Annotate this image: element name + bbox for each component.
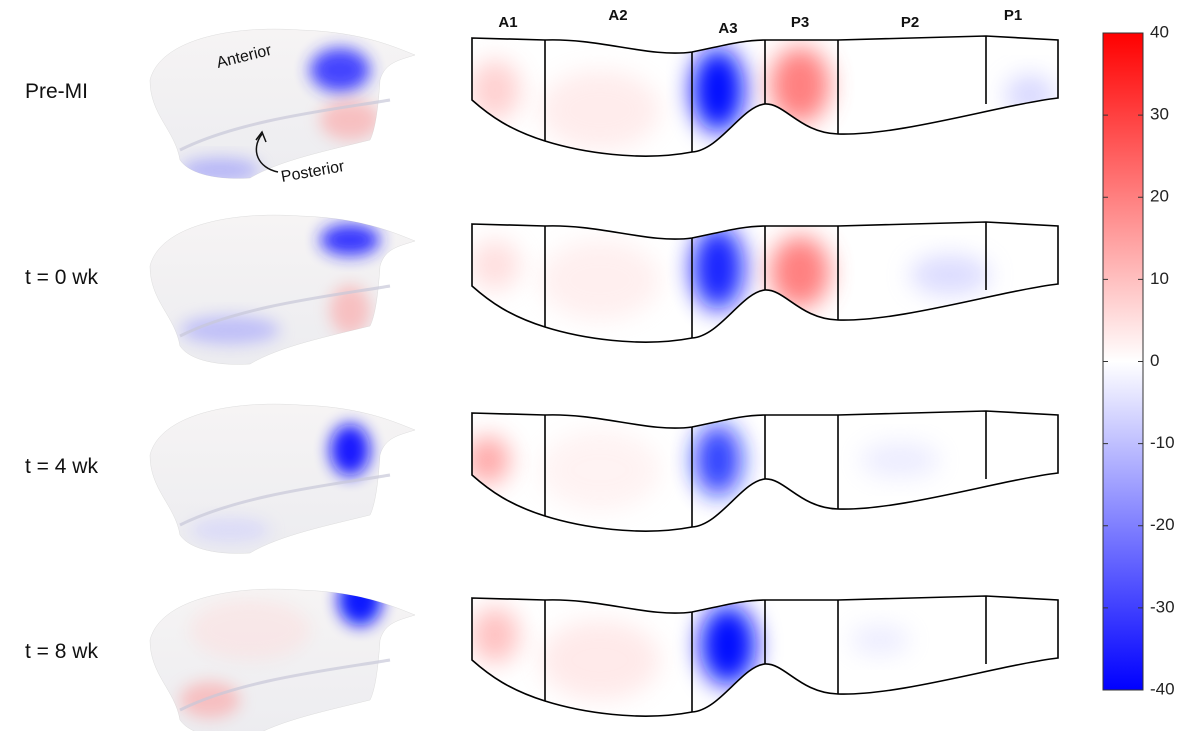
tick-label: -10: [1150, 433, 1175, 452]
color-patch: [470, 60, 520, 120]
color-patch: [860, 442, 940, 478]
segment-label: P3: [791, 14, 809, 31]
flattened-maps: [466, 36, 1058, 716]
tick-label: 40: [1150, 22, 1169, 41]
color-patch: [470, 240, 520, 290]
color-patch: [694, 424, 742, 496]
color-patch: [910, 255, 990, 295]
segment-label: A3: [718, 20, 737, 37]
color-patch: [1005, 75, 1055, 115]
color-patch: [692, 226, 744, 310]
tick-label: 20: [1150, 187, 1169, 206]
tick-label: -40: [1150, 679, 1175, 698]
tick-label: 30: [1150, 105, 1169, 124]
tick-label: 10: [1150, 269, 1169, 288]
colorbar: 40 30 20 10 0 -10 -20 -30 -40: [1103, 22, 1175, 698]
annotation: Posterior: [280, 158, 347, 186]
segment-label: P1: [1004, 7, 1022, 24]
color-patch: [330, 424, 370, 476]
color-patch: [692, 48, 744, 132]
color-patch: [471, 607, 519, 663]
color-patch: [190, 518, 270, 542]
row-label: t = 8 wk: [25, 640, 98, 663]
color-patch: [850, 625, 910, 655]
color-patch: [540, 240, 660, 320]
row-label: t = 0 wk: [25, 266, 98, 289]
segment-label: A2: [608, 7, 627, 24]
color-patch: [540, 70, 660, 150]
color-patch: [540, 620, 660, 700]
color-patch: [338, 574, 382, 626]
tick-label: -20: [1150, 515, 1175, 534]
color-patch: [310, 48, 370, 92]
color-patch: [190, 600, 310, 660]
color-patch: [770, 236, 830, 308]
row-label: t = 4 wk: [25, 455, 98, 478]
row-label: Pre-MI: [25, 80, 88, 103]
tick-label: 0: [1150, 351, 1159, 370]
colorbar-scale: [1103, 33, 1143, 690]
leaflet-renderings: [150, 29, 415, 731]
tick-label: -30: [1150, 597, 1175, 616]
color-patch: [770, 47, 830, 123]
figure: Anterior Posterior 403020100-10-20-30-40…: [0, 0, 1200, 731]
segment-label: A1: [498, 14, 517, 31]
color-patch: [180, 682, 240, 718]
color-patch: [540, 430, 660, 510]
segment-label: P2: [901, 14, 919, 31]
color-patch: [320, 224, 380, 256]
